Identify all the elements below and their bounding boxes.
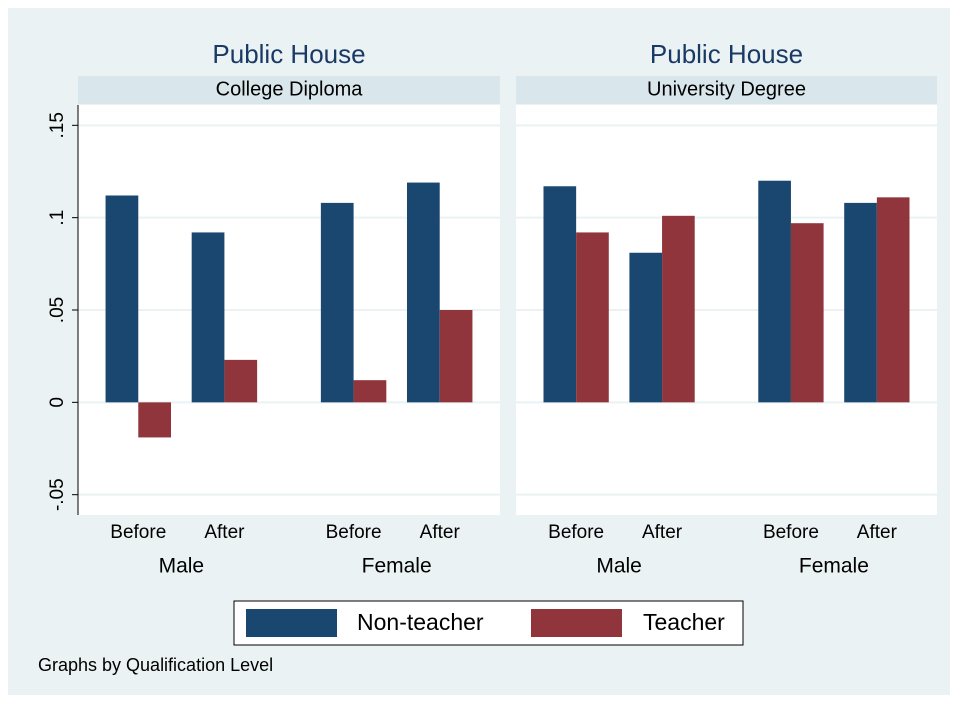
group-label: Male bbox=[596, 555, 642, 578]
chart-title: Public House bbox=[650, 39, 803, 69]
bar bbox=[790, 223, 824, 403]
x-tick-label: After bbox=[857, 522, 898, 543]
legend-label: Teacher bbox=[643, 609, 725, 635]
group-label: Female bbox=[362, 555, 432, 578]
legend-swatch bbox=[531, 609, 622, 637]
y-tick-label: 0 bbox=[47, 397, 68, 408]
x-tick-label: After bbox=[642, 522, 683, 543]
bar bbox=[662, 215, 695, 403]
y-tick-label: -.05 bbox=[47, 478, 68, 511]
chart-subtitle: University Degree bbox=[647, 78, 806, 100]
x-tick-label: Before bbox=[326, 522, 382, 543]
bar bbox=[758, 180, 791, 403]
bar bbox=[543, 186, 577, 403]
bar bbox=[138, 402, 172, 438]
bar bbox=[224, 359, 258, 403]
bar bbox=[406, 182, 440, 403]
bar bbox=[439, 310, 473, 403]
legend-label: Non-teacher bbox=[357, 609, 484, 635]
legend-swatch bbox=[246, 609, 337, 637]
bar bbox=[353, 380, 387, 403]
chart-title: Public House bbox=[212, 39, 365, 69]
bar bbox=[105, 195, 139, 403]
y-tick-label: .15 bbox=[47, 112, 68, 138]
x-tick-label: Before bbox=[110, 522, 166, 543]
x-tick-label: After bbox=[204, 522, 245, 543]
bar bbox=[320, 202, 354, 403]
group-label: Male bbox=[159, 555, 205, 578]
chart-subtitle: College Diploma bbox=[216, 78, 364, 100]
y-tick-label: .05 bbox=[47, 297, 68, 323]
bar bbox=[191, 232, 225, 403]
group-label: Female bbox=[799, 555, 869, 578]
bar bbox=[844, 202, 877, 403]
subtitle-strip bbox=[78, 76, 500, 104]
bar bbox=[876, 197, 910, 403]
x-tick-label: Before bbox=[548, 522, 604, 543]
note: Graphs by Qualification Level bbox=[38, 655, 273, 675]
x-tick-label: Before bbox=[763, 522, 819, 543]
subtitle-strip bbox=[516, 76, 937, 104]
bar bbox=[629, 252, 663, 403]
bar bbox=[576, 232, 609, 403]
y-tick-label: .1 bbox=[47, 210, 68, 226]
x-tick-label: After bbox=[420, 522, 461, 543]
